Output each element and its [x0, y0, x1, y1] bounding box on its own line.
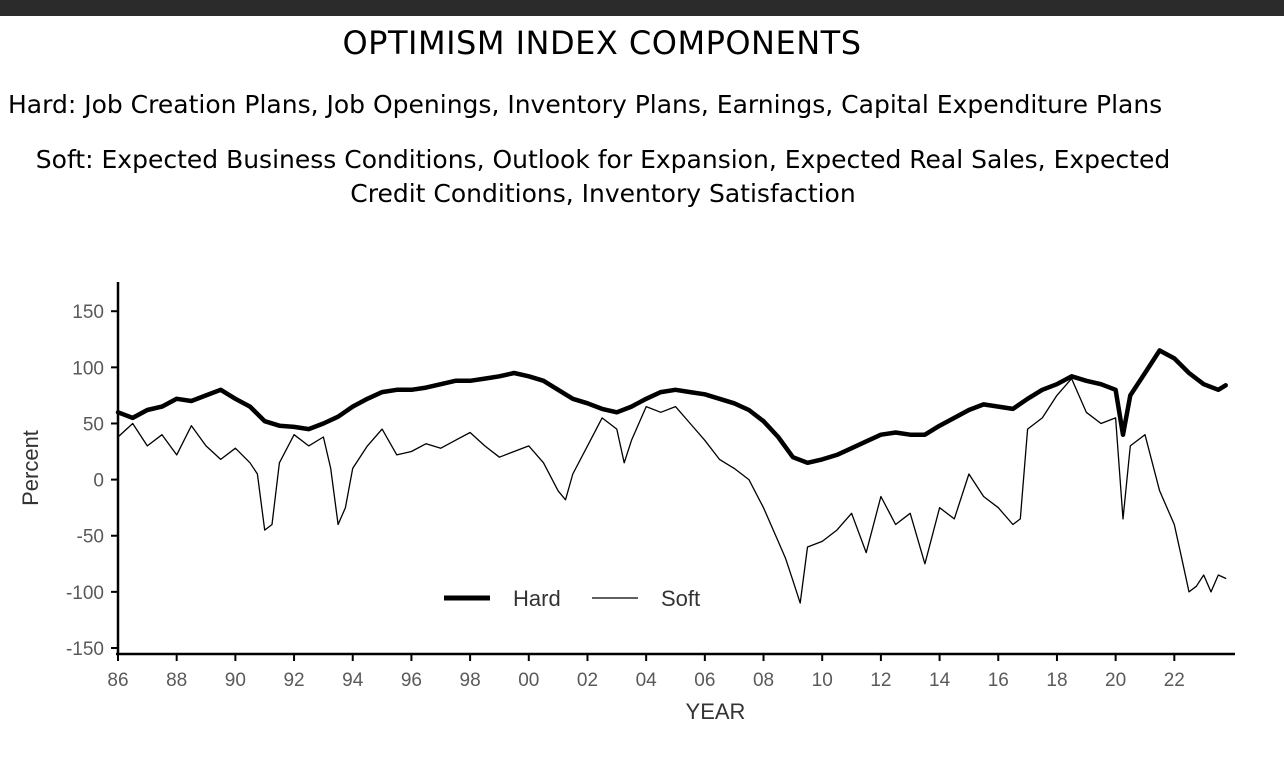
legend-label-soft: Soft [661, 586, 700, 611]
x-tick-label: 88 [166, 670, 187, 691]
plot-area [115, 348, 1228, 604]
y-axis-label: Percent [18, 430, 43, 506]
x-tick-label: 00 [518, 670, 539, 691]
legend-label-hard: Hard [513, 586, 561, 611]
x-tick-label: 16 [988, 670, 1009, 691]
x-tick-label: 10 [812, 670, 833, 691]
legend: Hard Soft [444, 586, 700, 611]
x-tick-label: 98 [460, 670, 481, 691]
x-tick-label: 22 [1164, 670, 1185, 691]
x-tick-label: 90 [225, 670, 246, 691]
x-axis-label: YEAR [686, 699, 746, 724]
y-tick-label: 50 [83, 414, 104, 435]
y-tick-label: 100 [72, 358, 104, 379]
x-tick-label: 86 [107, 670, 128, 691]
y-tick-label: 150 [72, 302, 104, 323]
chart-title: OPTIMISM INDEX COMPONENTS [342, 24, 862, 62]
x-tick-label: 06 [694, 670, 715, 691]
hard-components-line: Hard: Job Creation Plans, Job Openings, … [8, 90, 1163, 119]
window-top-bar [0, 0, 1284, 16]
series-line-hard [115, 348, 1228, 466]
x-tick-label: 08 [753, 670, 774, 691]
x-tick-label: 04 [636, 670, 658, 691]
x-tick-label: 20 [1105, 670, 1126, 691]
y-tick-label: -50 [77, 527, 104, 548]
y-tick-label: 0 [93, 471, 104, 492]
x-tick-label: 14 [929, 670, 951, 691]
x-tick-label: 92 [283, 670, 304, 691]
x-tick-label: 18 [1046, 670, 1067, 691]
y-tick-label: -100 [66, 583, 104, 604]
x-tick-label: 02 [577, 670, 598, 691]
x-tick-label: 96 [401, 670, 422, 691]
soft-components-line: Soft: Expected Business Conditions, Outl… [35, 145, 1171, 208]
x-tick-label: 94 [342, 670, 364, 691]
x-tick-label: 12 [870, 670, 891, 691]
series-line-soft [117, 377, 1227, 604]
y-tick-label: -150 [66, 639, 104, 660]
